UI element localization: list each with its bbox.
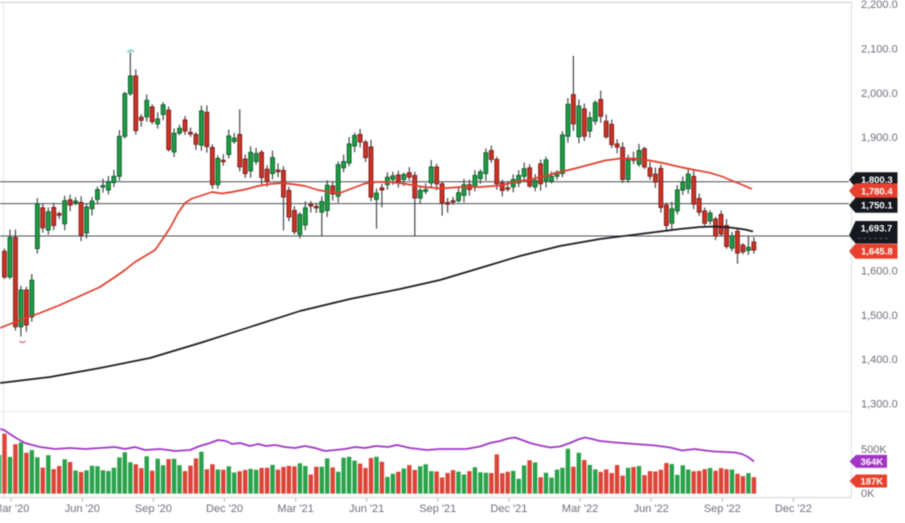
- svg-text:Sep '22: Sep '22: [704, 503, 741, 515]
- svg-text:1,500.0: 1,500.0: [861, 310, 898, 322]
- svg-text:Dec '21: Dec '21: [490, 503, 527, 515]
- svg-text:1,800.3: 1,800.3: [861, 175, 893, 186]
- svg-text:Jun '22: Jun '22: [634, 503, 669, 515]
- svg-text:Mar '21: Mar '21: [277, 503, 313, 515]
- svg-text:2,200.0: 2,200.0: [861, 0, 898, 11]
- svg-text:1,300.0: 1,300.0: [861, 399, 898, 411]
- svg-text:Jun '21: Jun '21: [349, 503, 384, 515]
- svg-text:364K: 364K: [860, 457, 883, 468]
- svg-text:Jun '20: Jun '20: [65, 503, 100, 515]
- svg-text:187K: 187K: [860, 476, 883, 487]
- svg-text:1,780.4: 1,780.4: [861, 186, 893, 197]
- svg-text:Sep '20: Sep '20: [135, 503, 172, 515]
- svg-text:1,645.8: 1,645.8: [861, 247, 893, 258]
- svg-text:500K: 500K: [861, 444, 887, 456]
- svg-text:Dec '22: Dec '22: [775, 503, 812, 515]
- svg-text:Dec '20: Dec '20: [206, 503, 243, 515]
- svg-text:2,000.0: 2,000.0: [861, 88, 898, 100]
- svg-text:0K: 0K: [861, 488, 875, 500]
- svg-text:Mar '22: Mar '22: [562, 503, 598, 515]
- svg-text:Mar '20: Mar '20: [0, 503, 29, 515]
- svg-text:Sep '21: Sep '21: [419, 503, 456, 515]
- svg-text:1,900.0: 1,900.0: [861, 132, 898, 144]
- svg-text:1,400.0: 1,400.0: [861, 354, 898, 366]
- svg-text:2,100.0: 2,100.0: [861, 43, 898, 55]
- svg-text:1,600.0: 1,600.0: [861, 265, 898, 277]
- svg-text:1,693.7: 1,693.7: [861, 224, 893, 235]
- svg-text:1,750.1: 1,750.1: [861, 201, 893, 212]
